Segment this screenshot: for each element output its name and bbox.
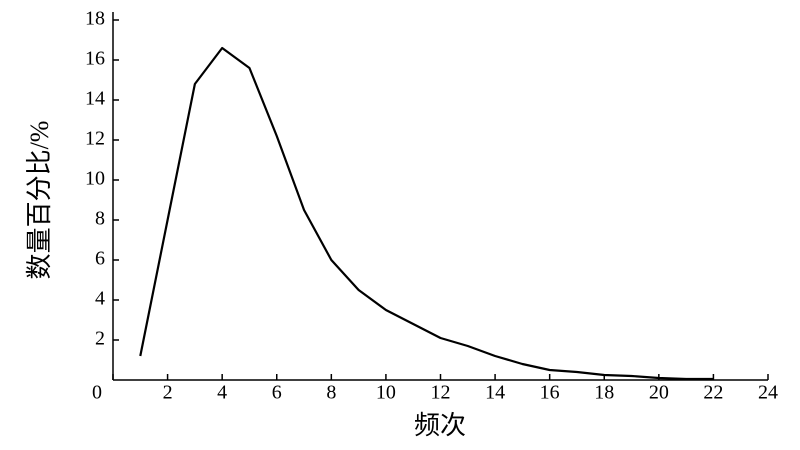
y-tick-label: 2: [95, 328, 105, 350]
line: [139, 46, 714, 381]
y-tick-label: 6: [95, 248, 105, 270]
y-tick-label: 14: [85, 88, 105, 110]
y-tick-label: 8: [95, 208, 105, 230]
x-tick-label: 12: [431, 382, 451, 404]
x-tick-label: 0: [92, 382, 102, 404]
x-tick-label: 22: [703, 382, 723, 404]
x-tick-label: 8: [326, 382, 336, 404]
y-tick-label: 16: [85, 48, 105, 70]
y-axis-label: 数量百分比/%: [25, 121, 54, 280]
x-axis-label: 频次: [414, 411, 466, 440]
x-tick-label: 10: [376, 382, 396, 404]
x-tick-label: 24: [758, 382, 778, 404]
x-tick-label: 14: [485, 382, 505, 404]
y-tick-label: 10: [85, 168, 105, 190]
x-tick-label: 2: [163, 382, 173, 404]
x-tick-label: 20: [649, 382, 669, 404]
x-tick-label: 4: [217, 382, 227, 404]
y-tick-label: 4: [95, 288, 105, 310]
y-tick-label: 18: [85, 8, 105, 30]
x-tick-label: 6: [272, 382, 282, 404]
x-tick-label: 18: [594, 382, 614, 404]
y-tick-label: 12: [85, 128, 105, 150]
x-tick-label: 16: [540, 382, 560, 404]
